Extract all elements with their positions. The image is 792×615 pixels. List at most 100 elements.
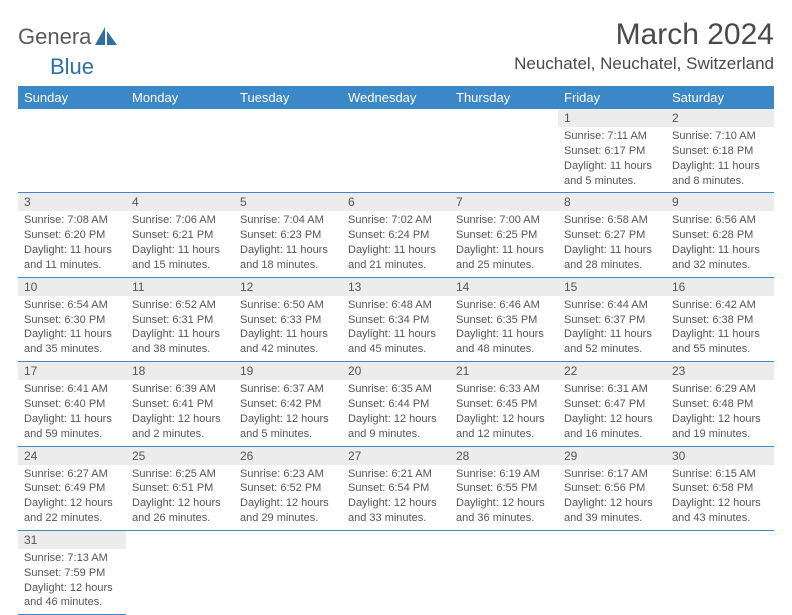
sunrise-text: Sunrise: 7:10 AM [672,129,768,144]
day-info: Sunrise: 6:23 AMSunset: 6:52 PMDaylight:… [234,465,342,530]
day-number: 13 [342,278,450,296]
daylight-text: Daylight: 11 hours and 55 minutes. [672,327,768,357]
calendar-day-cell: 29Sunrise: 6:17 AMSunset: 6:56 PMDayligh… [558,446,666,530]
daylight-text: Daylight: 11 hours and 28 minutes. [564,243,660,273]
day-info: Sunrise: 7:10 AMSunset: 6:18 PMDaylight:… [666,127,774,192]
calendar-day-cell: 27Sunrise: 6:21 AMSunset: 6:54 PMDayligh… [342,446,450,530]
weekday-header: Saturday [666,86,774,109]
day-info: Sunrise: 6:19 AMSunset: 6:55 PMDaylight:… [450,465,558,530]
calendar-day-cell: 31Sunrise: 7:13 AMSunset: 7:59 PMDayligh… [18,530,126,614]
daylight-text: Daylight: 12 hours and 26 minutes. [132,496,228,526]
day-info: Sunrise: 7:02 AMSunset: 6:24 PMDaylight:… [342,211,450,276]
calendar-header-row: SundayMondayTuesdayWednesdayThursdayFrid… [18,86,774,109]
sunset-text: Sunset: 6:17 PM [564,144,660,159]
day-number: 30 [666,447,774,465]
sunset-text: Sunset: 6:23 PM [240,228,336,243]
sunset-text: Sunset: 6:49 PM [24,481,120,496]
calendar-day-cell [342,109,450,193]
daylight-text: Daylight: 11 hours and 5 minutes. [564,159,660,189]
calendar-day-cell: 6Sunrise: 7:02 AMSunset: 6:24 PMDaylight… [342,193,450,277]
calendar-day-cell: 30Sunrise: 6:15 AMSunset: 6:58 PMDayligh… [666,446,774,530]
sunrise-text: Sunrise: 6:50 AM [240,298,336,313]
sunset-text: Sunset: 6:45 PM [456,397,552,412]
sunrise-text: Sunrise: 6:15 AM [672,467,768,482]
day-number: 9 [666,193,774,211]
calendar-day-cell: 8Sunrise: 6:58 AMSunset: 6:27 PMDaylight… [558,193,666,277]
day-info: Sunrise: 6:50 AMSunset: 6:33 PMDaylight:… [234,296,342,361]
weekday-header: Monday [126,86,234,109]
calendar-day-cell [234,109,342,193]
calendar-day-cell [126,530,234,614]
sunrise-text: Sunrise: 6:46 AM [456,298,552,313]
day-number: 29 [558,447,666,465]
calendar-day-cell [126,109,234,193]
sunset-text: Sunset: 6:56 PM [564,481,660,496]
logo: Genera [18,24,119,50]
day-number: 4 [126,193,234,211]
day-number: 21 [450,362,558,380]
day-number: 7 [450,193,558,211]
sunrise-text: Sunrise: 6:27 AM [24,467,120,482]
day-number: 31 [18,531,126,549]
sunset-text: Sunset: 6:42 PM [240,397,336,412]
day-number: 17 [18,362,126,380]
day-number: 19 [234,362,342,380]
day-info: Sunrise: 7:11 AMSunset: 6:17 PMDaylight:… [558,127,666,192]
sunset-text: Sunset: 6:48 PM [672,397,768,412]
sunset-text: Sunset: 6:54 PM [348,481,444,496]
day-info: Sunrise: 7:04 AMSunset: 6:23 PMDaylight:… [234,211,342,276]
daylight-text: Daylight: 12 hours and 29 minutes. [240,496,336,526]
title-block: March 2024 Neuchatel, Neuchatel, Switzer… [514,18,774,74]
day-number: 14 [450,278,558,296]
sunrise-text: Sunrise: 6:21 AM [348,467,444,482]
day-number: 8 [558,193,666,211]
day-info: Sunrise: 6:29 AMSunset: 6:48 PMDaylight:… [666,380,774,445]
logo-text-1: Genera [18,24,91,50]
sunrise-text: Sunrise: 7:02 AM [348,213,444,228]
sunrise-text: Sunrise: 6:48 AM [348,298,444,313]
day-info: Sunrise: 6:27 AMSunset: 6:49 PMDaylight:… [18,465,126,530]
daylight-text: Daylight: 11 hours and 35 minutes. [24,327,120,357]
day-info: Sunrise: 6:21 AMSunset: 6:54 PMDaylight:… [342,465,450,530]
calendar-day-cell: 26Sunrise: 6:23 AMSunset: 6:52 PMDayligh… [234,446,342,530]
calendar-day-cell [342,530,450,614]
day-number: 12 [234,278,342,296]
sunset-text: Sunset: 6:30 PM [24,313,120,328]
sunset-text: Sunset: 6:55 PM [456,481,552,496]
daylight-text: Daylight: 11 hours and 52 minutes. [564,327,660,357]
day-info: Sunrise: 6:48 AMSunset: 6:34 PMDaylight:… [342,296,450,361]
calendar-day-cell: 5Sunrise: 7:04 AMSunset: 6:23 PMDaylight… [234,193,342,277]
day-info: Sunrise: 6:52 AMSunset: 6:31 PMDaylight:… [126,296,234,361]
location: Neuchatel, Neuchatel, Switzerland [514,54,774,74]
calendar-day-cell: 20Sunrise: 6:35 AMSunset: 6:44 PMDayligh… [342,362,450,446]
weekday-header: Thursday [450,86,558,109]
sunrise-text: Sunrise: 6:44 AM [564,298,660,313]
calendar-week-row: 3Sunrise: 7:08 AMSunset: 6:20 PMDaylight… [18,193,774,277]
calendar-day-cell: 23Sunrise: 6:29 AMSunset: 6:48 PMDayligh… [666,362,774,446]
sunset-text: Sunset: 6:28 PM [672,228,768,243]
daylight-text: Daylight: 11 hours and 42 minutes. [240,327,336,357]
sunset-text: Sunset: 6:25 PM [456,228,552,243]
calendar-day-cell: 9Sunrise: 6:56 AMSunset: 6:28 PMDaylight… [666,193,774,277]
sunrise-text: Sunrise: 6:42 AM [672,298,768,313]
day-info: Sunrise: 6:56 AMSunset: 6:28 PMDaylight:… [666,211,774,276]
weekday-header: Tuesday [234,86,342,109]
daylight-text: Daylight: 12 hours and 16 minutes. [564,412,660,442]
calendar-day-cell [234,530,342,614]
day-info: Sunrise: 6:58 AMSunset: 6:27 PMDaylight:… [558,211,666,276]
calendar-day-cell: 22Sunrise: 6:31 AMSunset: 6:47 PMDayligh… [558,362,666,446]
sunset-text: Sunset: 6:58 PM [672,481,768,496]
sunset-text: Sunset: 6:41 PM [132,397,228,412]
sunset-text: Sunset: 6:37 PM [564,313,660,328]
sunset-text: Sunset: 6:40 PM [24,397,120,412]
sunrise-text: Sunrise: 6:58 AM [564,213,660,228]
day-number: 24 [18,447,126,465]
day-number: 1 [558,109,666,127]
sunrise-text: Sunrise: 6:25 AM [132,467,228,482]
calendar-day-cell: 3Sunrise: 7:08 AMSunset: 6:20 PMDaylight… [18,193,126,277]
calendar-week-row: 1Sunrise: 7:11 AMSunset: 6:17 PMDaylight… [18,109,774,193]
calendar-week-row: 17Sunrise: 6:41 AMSunset: 6:40 PMDayligh… [18,362,774,446]
calendar-day-cell: 18Sunrise: 6:39 AMSunset: 6:41 PMDayligh… [126,362,234,446]
daylight-text: Daylight: 12 hours and 5 minutes. [240,412,336,442]
sunset-text: Sunset: 6:35 PM [456,313,552,328]
